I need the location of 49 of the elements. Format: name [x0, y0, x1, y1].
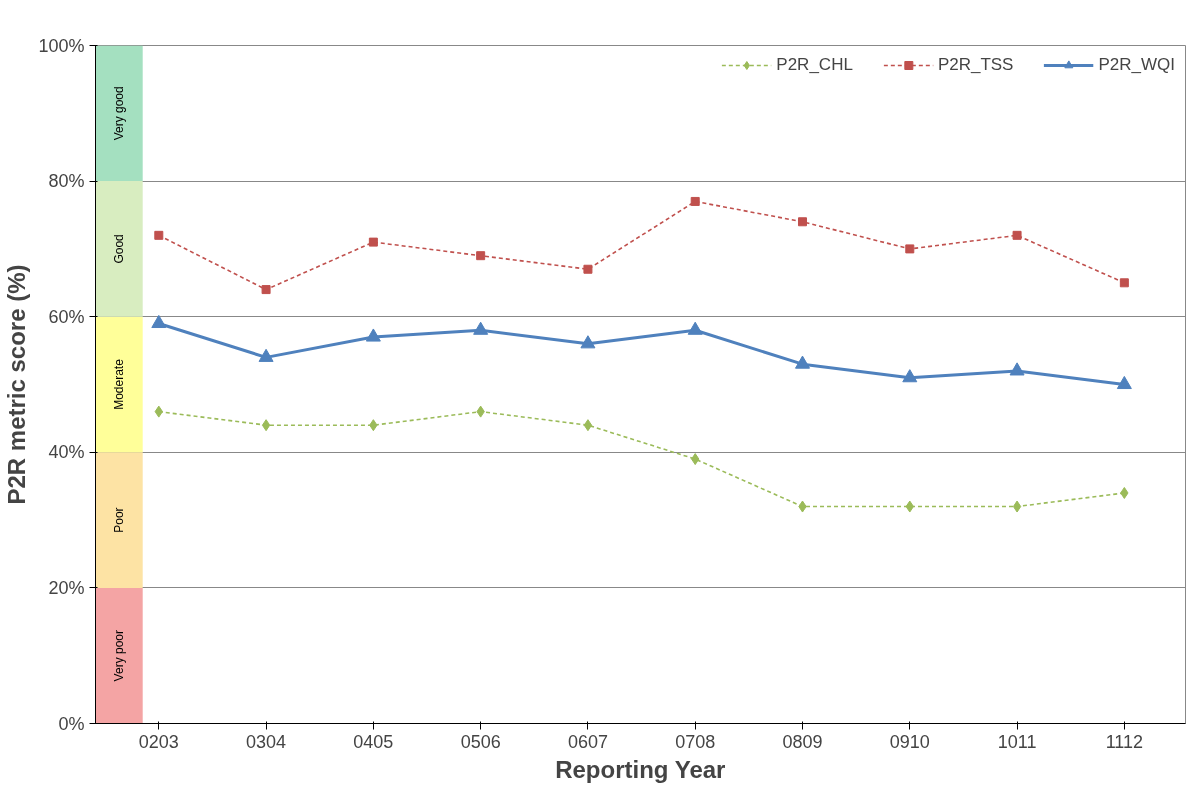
- point: [795, 355, 810, 369]
- point: [261, 419, 271, 432]
- point: [690, 196, 700, 206]
- x-tick-label: 1011: [997, 731, 1037, 752]
- point: [1009, 362, 1025, 376]
- point: [583, 419, 593, 432]
- x-tick-label: 0910: [889, 731, 930, 752]
- point: [580, 335, 596, 349]
- legend-label: P2R_WQI: [1098, 55, 1175, 75]
- point: [1119, 278, 1129, 288]
- x-tick-label: 0203: [138, 731, 179, 752]
- x-tick-label: 0506: [460, 731, 501, 752]
- y-tick-label: 40%: [48, 442, 85, 463]
- point: [151, 314, 167, 329]
- legend-label: P2R_TSS: [937, 55, 1014, 75]
- point: [258, 348, 274, 362]
- x-axis-title: Reporting Year: [555, 755, 726, 783]
- point: [905, 244, 915, 254]
- y-tick-label: 60%: [48, 306, 85, 327]
- point: [368, 237, 378, 247]
- band-label: Poor: [112, 507, 127, 533]
- band-label: Moderate: [112, 358, 127, 410]
- y-tick-label: 80%: [48, 171, 85, 192]
- band-label: Good: [112, 234, 127, 264]
- y-tick-label: 0%: [58, 713, 85, 734]
- y-tick-label: 20%: [48, 577, 85, 598]
- point: [902, 369, 918, 383]
- point: [476, 251, 486, 261]
- x-tick-label: 0607: [567, 731, 608, 752]
- point: [687, 321, 703, 335]
- point: [261, 285, 271, 295]
- x-tick-label: 0405: [353, 731, 394, 752]
- x-tick-label: 0304: [246, 731, 287, 752]
- y-tick-label: 100%: [38, 35, 85, 56]
- point: [583, 264, 593, 274]
- point: [473, 321, 489, 335]
- point: [154, 230, 164, 240]
- point: [1116, 375, 1132, 390]
- legend-label: P2R_CHL: [776, 55, 853, 75]
- band-label: Very good: [112, 86, 127, 141]
- x-tick-label: 0809: [782, 731, 823, 752]
- point: [798, 217, 807, 227]
- x-tick-label: 1112: [1105, 731, 1144, 752]
- point: [1012, 230, 1022, 240]
- y-axis-title: P2R metric score (%): [3, 264, 31, 505]
- band-label: Very poor: [112, 630, 127, 682]
- point: [1012, 500, 1022, 513]
- x-tick-label: 0708: [675, 731, 716, 752]
- point: [365, 328, 381, 342]
